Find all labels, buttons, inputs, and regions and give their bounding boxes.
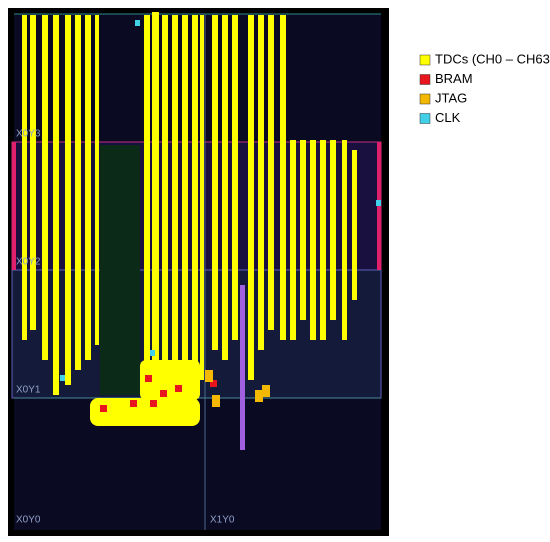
- tdc-column: [212, 15, 218, 350]
- tdc-column: [152, 12, 159, 420]
- tdc-cluster: [140, 360, 200, 400]
- legend-label: BRAM: [435, 71, 473, 86]
- tdc-column: [65, 15, 71, 385]
- bram-cell: [160, 390, 167, 397]
- tdc-column: [182, 15, 188, 400]
- legend-swatch: [419, 74, 431, 85]
- legend-swatch: [419, 113, 431, 124]
- clk-cell: [150, 350, 155, 356]
- tdc-column: [53, 15, 59, 395]
- block: [100, 145, 140, 395]
- jtag-cell: [205, 370, 213, 382]
- jtag-cell: [212, 395, 220, 407]
- tdc-column: [268, 15, 274, 330]
- legend-label: CLK: [435, 110, 461, 125]
- tdc-column: [300, 140, 306, 320]
- region-label: X0Y3: [16, 129, 41, 140]
- legend: TDCs (CH0 – CH63) BRAM JTAG CLK: [419, 51, 550, 125]
- region-label: X1Y0: [210, 515, 235, 526]
- tdc-column: [248, 15, 254, 380]
- clk-cell: [135, 20, 140, 26]
- tdc-column: [30, 15, 36, 330]
- bram-cell: [100, 405, 107, 412]
- jtag-cell: [262, 385, 270, 397]
- tdc-column: [162, 15, 168, 425]
- tdc-column: [192, 15, 198, 395]
- legend-label: TDCs (CH0 – CH63): [435, 51, 550, 66]
- legend-swatch: [419, 93, 431, 105]
- tdc-column: [222, 15, 228, 360]
- tdc-column: [330, 140, 336, 320]
- region-labels: X0Y3 X0Y2 X0Y1 X0Y0 X1Y0: [16, 129, 235, 526]
- tdc-column: [310, 140, 316, 340]
- legend-swatch: [419, 54, 431, 66]
- tdc-column: [42, 15, 48, 360]
- clk-cell: [60, 375, 65, 381]
- region-label: X0Y2: [16, 257, 41, 268]
- tdc-column: [342, 140, 347, 340]
- tdc-column: [232, 15, 238, 340]
- bram-cell: [210, 380, 217, 387]
- tdc-column: [75, 15, 81, 370]
- tdc-column: [320, 140, 326, 340]
- tdc-column: [352, 150, 357, 300]
- bram-cell: [150, 400, 157, 407]
- tdc-column: [290, 140, 296, 340]
- tdc-column: [258, 15, 264, 350]
- clk-cell: [376, 200, 381, 206]
- tdc-column: [95, 15, 99, 345]
- bram-cell: [145, 375, 152, 382]
- clock-column: [240, 285, 245, 450]
- bram-cell: [130, 400, 137, 407]
- region-label: X0Y1: [16, 385, 41, 396]
- tdc-column: [280, 15, 286, 340]
- legend-label: JTAG: [435, 90, 467, 105]
- tdc-column: [85, 15, 91, 360]
- tdc-cluster: [90, 398, 200, 426]
- tdc-column: [172, 15, 178, 410]
- placement: [22, 12, 381, 426]
- region-label: X0Y0: [16, 515, 41, 526]
- tdc-column: [200, 15, 204, 380]
- tdc-column: [144, 15, 150, 425]
- bram-cell: [175, 385, 182, 392]
- tdc-column: [22, 15, 27, 340]
- jtag-cell: [255, 390, 263, 402]
- edge-strip: [12, 142, 16, 270]
